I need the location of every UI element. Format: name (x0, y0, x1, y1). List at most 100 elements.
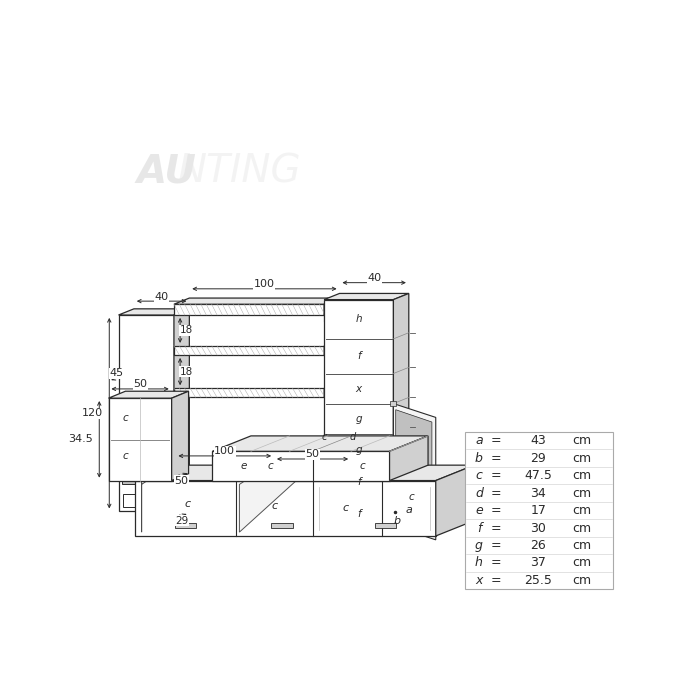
Text: =: = (491, 539, 501, 552)
Polygon shape (324, 293, 409, 300)
Text: =: = (491, 469, 501, 482)
Text: 18: 18 (180, 367, 193, 377)
Polygon shape (324, 382, 340, 398)
Text: AU: AU (137, 153, 197, 190)
Text: c: c (271, 501, 277, 511)
Text: 25.5: 25.5 (524, 574, 552, 587)
Text: =: = (491, 522, 501, 535)
Polygon shape (118, 309, 189, 315)
Polygon shape (174, 298, 340, 304)
Text: 40: 40 (155, 291, 169, 302)
Polygon shape (122, 412, 170, 484)
Text: 37: 37 (530, 556, 546, 569)
Text: cm: cm (573, 469, 591, 482)
Text: =: = (491, 574, 501, 587)
Polygon shape (123, 494, 169, 507)
Text: 50: 50 (175, 476, 189, 486)
Text: =: = (491, 452, 501, 465)
Polygon shape (135, 499, 155, 502)
Text: =: = (491, 556, 501, 569)
Text: 29: 29 (175, 516, 188, 526)
Polygon shape (174, 309, 189, 511)
Polygon shape (395, 410, 432, 510)
Text: 30: 30 (530, 522, 546, 535)
Polygon shape (389, 436, 428, 480)
Polygon shape (393, 403, 435, 540)
Polygon shape (389, 401, 396, 406)
Text: c: c (321, 433, 327, 442)
Text: 50: 50 (305, 449, 319, 459)
Text: x: x (356, 384, 362, 393)
Text: 29: 29 (531, 452, 546, 465)
Polygon shape (135, 480, 435, 536)
Polygon shape (239, 442, 305, 532)
Text: cm: cm (573, 434, 591, 447)
Text: 34: 34 (531, 486, 546, 500)
Text: b: b (475, 452, 483, 465)
Text: a: a (405, 505, 412, 514)
Text: f: f (357, 510, 360, 519)
Text: NTING: NTING (178, 153, 302, 190)
Text: h: h (356, 314, 362, 324)
Text: c: c (267, 461, 273, 471)
Text: 47.5: 47.5 (524, 469, 552, 482)
Polygon shape (213, 452, 389, 480)
Text: 26: 26 (531, 539, 546, 552)
Polygon shape (118, 315, 174, 511)
Text: 43: 43 (531, 434, 546, 447)
Text: f: f (357, 477, 360, 487)
Polygon shape (271, 523, 293, 528)
Text: f: f (477, 522, 481, 535)
Text: h: h (475, 556, 483, 569)
Text: 34.5: 34.5 (69, 435, 93, 444)
Text: g: g (356, 444, 362, 455)
Polygon shape (135, 466, 475, 480)
Text: d: d (349, 433, 356, 442)
Text: c: c (122, 451, 128, 461)
Text: g: g (475, 539, 483, 552)
Text: f: f (357, 351, 360, 361)
Text: 100: 100 (214, 447, 235, 456)
Polygon shape (213, 436, 428, 452)
Text: cm: cm (573, 574, 591, 587)
Text: 50: 50 (133, 379, 147, 389)
Polygon shape (324, 300, 393, 531)
Text: e: e (240, 461, 246, 471)
Text: c: c (122, 413, 128, 423)
Text: 45: 45 (110, 368, 124, 378)
Polygon shape (108, 398, 172, 480)
Text: cm: cm (573, 452, 591, 465)
Text: b: b (393, 516, 401, 526)
Text: a: a (475, 434, 483, 447)
Polygon shape (327, 466, 391, 498)
Polygon shape (141, 458, 182, 532)
Polygon shape (324, 298, 340, 315)
Polygon shape (375, 523, 396, 528)
Bar (465, 432, 613, 589)
Polygon shape (175, 523, 196, 528)
Text: d: d (475, 486, 483, 500)
Text: cm: cm (573, 539, 591, 552)
Polygon shape (324, 340, 340, 355)
Text: cm: cm (573, 504, 591, 517)
Polygon shape (174, 388, 324, 398)
Polygon shape (393, 293, 409, 531)
Text: cm: cm (573, 522, 591, 535)
Text: 18: 18 (180, 326, 193, 335)
Text: 100: 100 (254, 279, 275, 289)
Text: 17: 17 (530, 504, 546, 517)
Polygon shape (108, 391, 188, 398)
Polygon shape (174, 304, 324, 315)
Text: c: c (475, 469, 482, 482)
Text: x: x (475, 574, 482, 587)
Text: cm: cm (573, 556, 591, 569)
Polygon shape (174, 346, 324, 355)
Text: g: g (356, 414, 362, 424)
Text: c: c (360, 461, 365, 471)
Text: c: c (185, 499, 191, 510)
Text: 40: 40 (367, 273, 382, 283)
Text: e: e (475, 504, 483, 517)
Text: =: = (491, 486, 501, 500)
Text: c: c (408, 491, 414, 502)
Text: c: c (342, 503, 349, 513)
